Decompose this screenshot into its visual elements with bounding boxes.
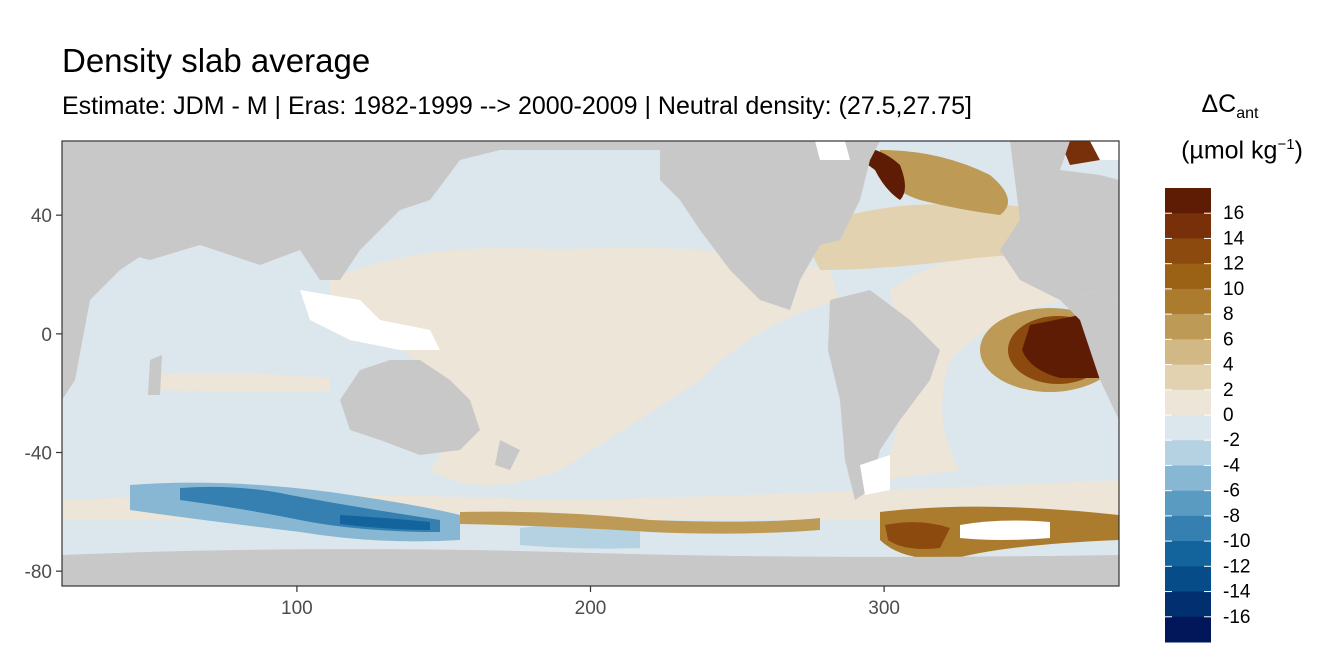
- y-tick-label: -80: [25, 562, 52, 583]
- colorbar-label: 8: [1223, 304, 1234, 325]
- land-europe: [1000, 141, 1119, 300]
- ocean-darkbrown-gulf: [1022, 315, 1100, 378]
- map-subtitle: Estimate: JDM - M | Eras: 1982-1999 --> …: [62, 92, 972, 120]
- colorbar-swatch: [1165, 314, 1211, 340]
- colorbar-label: -2: [1223, 430, 1240, 451]
- missing-indonesia: [300, 290, 440, 350]
- y-tick-label: 0: [41, 325, 52, 346]
- colorbar-label: -10: [1223, 531, 1250, 552]
- x-tick-label: 200: [575, 598, 607, 619]
- land-australia: [340, 360, 480, 455]
- x-axis: 100 200 300: [281, 586, 900, 619]
- colorbar-label: 10: [1223, 279, 1244, 300]
- legend-units-suffix: ): [1294, 136, 1303, 165]
- colorbar-label: 6: [1223, 329, 1234, 350]
- land-new-zealand: [495, 440, 520, 470]
- legend-units-prefix: (µmol kg: [1181, 136, 1278, 165]
- missing-weddell: [960, 520, 1050, 540]
- colorbar-swatch: [1165, 440, 1211, 466]
- ocean-brown-labrador: [880, 150, 1008, 215]
- colorbar-label: -6: [1223, 481, 1240, 502]
- colorbar-swatch: [1165, 541, 1211, 567]
- missing-southern-patagonia: [860, 455, 890, 495]
- colorbar-swatch: [1165, 288, 1211, 315]
- colorbar-label: 4: [1223, 355, 1234, 376]
- y-tick-label: 40: [31, 206, 52, 227]
- legend-title-subscript: ant: [1236, 105, 1259, 122]
- x-tick-label: 300: [868, 598, 900, 619]
- legend-title-symbol: ΔC: [1201, 90, 1237, 118]
- colorbar-label: 14: [1223, 228, 1245, 249]
- ocean-brown-southern-pacific: [460, 511, 820, 534]
- ocean-beige-atlantic: [880, 254, 1070, 480]
- colorbar-label: -8: [1223, 506, 1240, 527]
- colorbar-label: -4: [1223, 455, 1240, 476]
- missing-data: [300, 141, 1119, 540]
- x-tick-label: 100: [281, 598, 313, 619]
- legend-title: ΔCant: [1170, 90, 1290, 123]
- missing-arctic: [1090, 141, 1119, 160]
- map-title: Density slab average: [62, 42, 371, 79]
- land-south-america: [828, 290, 940, 500]
- colorbar-swatch: [1165, 213, 1211, 239]
- colorbar-label: 0: [1223, 405, 1234, 426]
- colorbar-swatch: [1165, 263, 1211, 290]
- colorbar-label: 2: [1223, 380, 1234, 401]
- land: [62, 141, 1119, 586]
- colorbar-label: -16: [1223, 607, 1250, 628]
- colorbar-swatch: [1165, 364, 1211, 391]
- colorbar-swatch: [1165, 591, 1211, 618]
- colorbar-swatch: [1165, 415, 1211, 441]
- map-panel: [62, 141, 1119, 586]
- ocean-darkbrown-nordic: [1060, 141, 1100, 165]
- colorbar-swatch: [1165, 238, 1211, 265]
- legend-units: (µmol kg−1): [1162, 136, 1322, 165]
- ocean-beige-indian: [150, 373, 330, 392]
- colorbar: 16 14 12 10 8 6 4 2 0 -2 -4 -6 -8 -10 -12 -14 -16: [1165, 188, 1251, 643]
- y-tick-label: -40: [25, 444, 52, 465]
- colorbar-swatch: [1165, 188, 1211, 214]
- missing-hudson: [815, 141, 850, 160]
- colorbar-label: -14: [1223, 582, 1251, 603]
- colorbar-swatch: [1165, 389, 1211, 416]
- colorbar-swatch: [1165, 465, 1211, 492]
- land-madagascar: [148, 355, 162, 395]
- colorbar-label: 16: [1223, 203, 1244, 224]
- land-asia: [62, 141, 860, 280]
- legend-units-exponent: −1: [1277, 136, 1295, 153]
- colorbar-swatch: [1165, 339, 1211, 366]
- colorbar-swatch: [1165, 566, 1211, 593]
- land-north-america: [660, 141, 880, 310]
- colorbar-swatch: [1165, 616, 1211, 643]
- colorbar-label: -12: [1223, 556, 1250, 577]
- colorbar-swatch: [1165, 515, 1211, 542]
- ocean-blue-mid-south: [520, 524, 640, 549]
- ocean-darkbrown-weddell: [885, 522, 950, 549]
- land-antarctica: [62, 549, 1119, 586]
- colorbar-label: 12: [1223, 254, 1244, 275]
- colorbar-swatch: [1165, 490, 1211, 517]
- y-axis: 40 0 -40 -80: [25, 206, 62, 583]
- ocean-darkest-blue-southern: [340, 515, 430, 530]
- land-africa-east: [1060, 290, 1119, 420]
